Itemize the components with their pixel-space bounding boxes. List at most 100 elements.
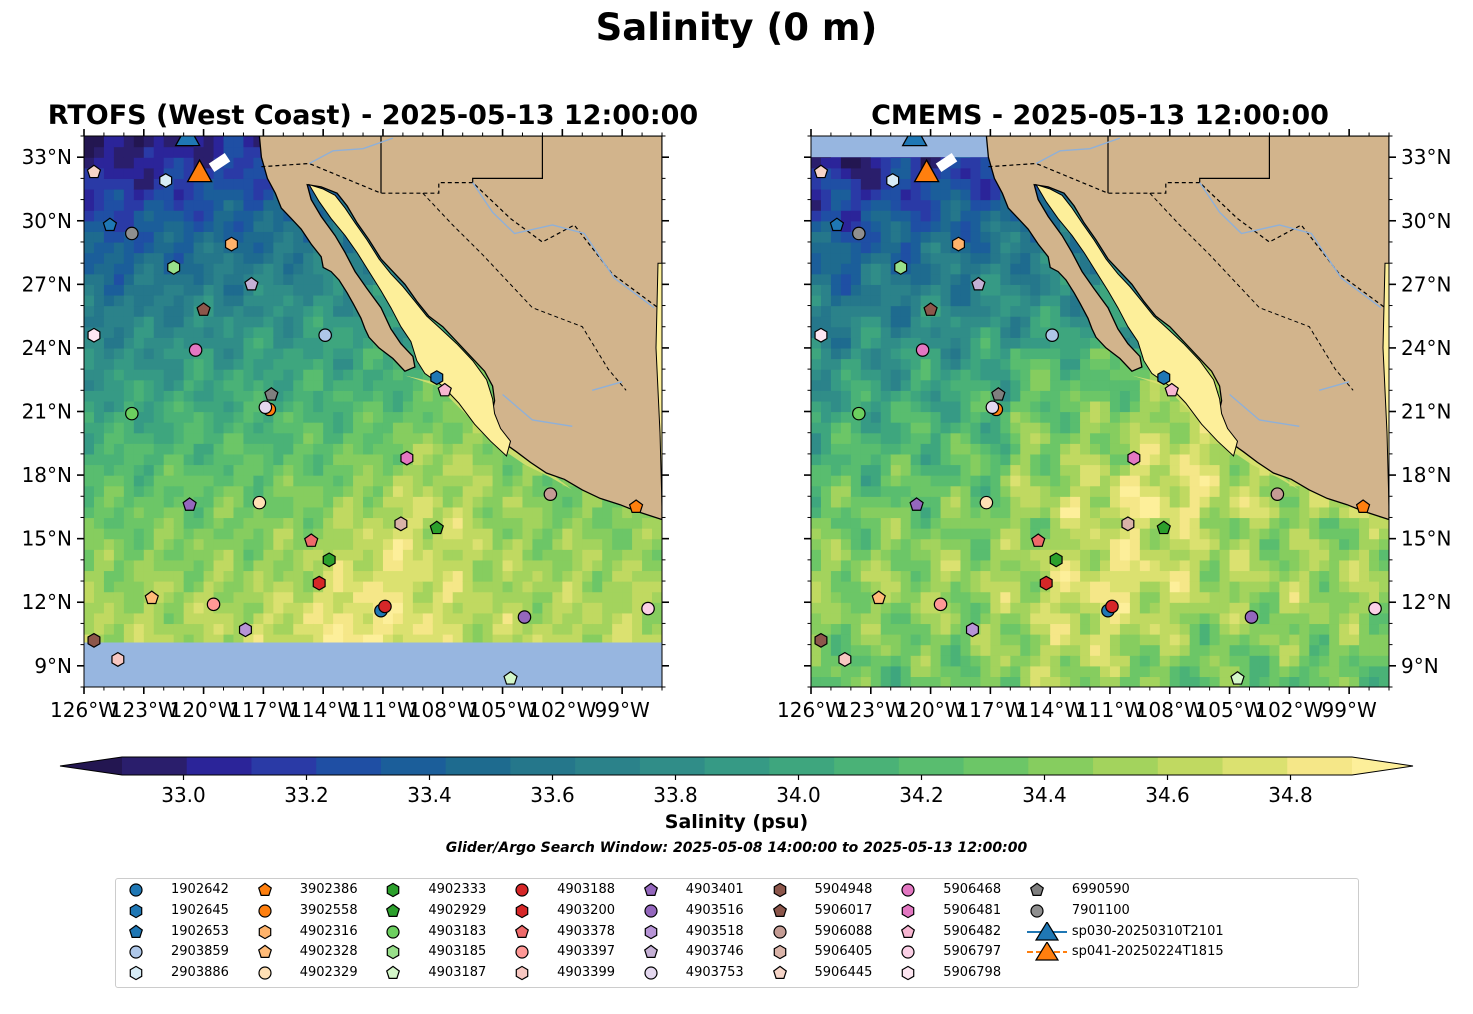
legend-label: sp030-20250310T2101 <box>1071 923 1224 939</box>
float-marker-4903200 <box>1039 575 1053 591</box>
legend-marker <box>129 883 143 897</box>
legend-marker <box>515 945 529 959</box>
colorbar-tick-label: 33.6 <box>530 783 575 807</box>
legend-marker-4902333 <box>387 882 400 898</box>
legend-label: 4903397 <box>557 944 615 960</box>
legend-marker-4903401 <box>643 882 658 896</box>
search-window-caption: Glider/Argo Search Window: 2025-05-08 14… <box>445 840 1028 856</box>
river <box>1229 393 1300 427</box>
legend-label: 4903518 <box>685 923 744 939</box>
float-marker-6990590 <box>991 386 1006 401</box>
colorbar-tick-label: 34.6 <box>1145 783 1190 807</box>
legend-marker <box>257 882 272 896</box>
legend-label: 4903185 <box>428 944 487 960</box>
lon-tick-label: 114°W <box>1016 698 1084 722</box>
colorbar-swatch <box>1157 757 1224 775</box>
float-marker-5906088 <box>1270 487 1285 501</box>
map-plot-rtofs: 126°W123°W120°W117°W114°W111°W108°W105°W… <box>22 129 669 722</box>
colorbar-swatch <box>639 757 706 775</box>
float-marker-4903518 <box>238 622 252 638</box>
glider-marker-sp041-20250224T1815 <box>186 158 213 183</box>
float-marker-4903378 <box>304 533 319 547</box>
legend-label: sp041-20250224T1815 <box>1071 944 1224 960</box>
lon-tick-label: 117°W <box>956 698 1024 722</box>
float-marker-4903183 <box>852 406 866 421</box>
float-marker-5906798 <box>814 327 828 343</box>
legend-marker-1902645 <box>129 903 143 919</box>
land-mexico <box>258 136 662 521</box>
legend-marker <box>643 882 658 896</box>
colorbar-swatch <box>769 757 835 775</box>
legend-label: 5906798 <box>943 965 1002 981</box>
float-markers <box>813 164 1382 685</box>
colorbar-tick-label: 34.0 <box>776 783 821 807</box>
float-marker-4903200 <box>312 575 326 591</box>
border-us-mexico <box>988 162 1386 309</box>
lat-tick-label: 15°N <box>22 527 72 551</box>
gulf-of-california <box>308 183 512 457</box>
legend-marker <box>129 903 143 919</box>
legend-label: 4903753 <box>685 965 744 981</box>
float-marker-4903185 <box>167 259 181 275</box>
legend-label: 7901100 <box>1071 902 1130 918</box>
legend-marker <box>387 945 400 960</box>
legend-marker-4903516 <box>644 904 658 918</box>
colorbar-tick-label: 33.8 <box>653 783 698 807</box>
state-border <box>1199 136 1270 183</box>
float-marker-4903183 <box>125 406 139 421</box>
lon-tick-label: 99°W <box>595 698 650 722</box>
legend-triangle-sp030-20250310T2101 <box>1034 921 1059 941</box>
float-marker-4902316 <box>951 236 965 252</box>
map-title-cmems: CMEMS - 2025-05-13 12:00:00 <box>871 100 1329 131</box>
legend-marker-5906482 <box>901 924 916 938</box>
colorbar-swatch <box>1028 757 1094 775</box>
float-marker-4903516 <box>1244 610 1259 624</box>
float-marker-4903187 <box>1230 670 1245 685</box>
glider-track <box>208 153 231 172</box>
legend-triangle-sp041-20250224T1815 <box>1034 942 1059 961</box>
legend-marker <box>386 965 401 980</box>
float-marker-4903399 <box>838 651 852 667</box>
axis-ticks <box>77 129 669 694</box>
float-marker-4902329 <box>979 495 994 510</box>
float-marker-1902653 <box>102 217 118 232</box>
legend-label: 4903399 <box>557 965 615 981</box>
float-marker-4903187 <box>503 670 518 685</box>
lat-tick-label: 30°N <box>22 209 72 233</box>
legend-marker <box>258 904 272 918</box>
float-marker-5904948 <box>87 632 101 648</box>
colorbar-swatch <box>704 757 770 775</box>
legend-label: 5906481 <box>943 902 1002 918</box>
lat-tick-label: 33°N <box>1401 145 1451 169</box>
river <box>472 182 655 309</box>
legend-marker-5906088 <box>772 924 787 939</box>
river <box>592 381 623 391</box>
colorbar-swatch <box>380 757 447 775</box>
float-marker-5906797 <box>641 601 655 616</box>
colorbar-swatch <box>575 757 641 775</box>
float-marker-4902329 <box>252 495 267 510</box>
float-marker-4903518 <box>965 622 979 638</box>
float-markers <box>86 164 655 685</box>
colorbar-swatch <box>1093 757 1159 775</box>
legend-marker-5906798 <box>901 965 915 981</box>
colorbar-swatch <box>1287 757 1353 775</box>
legend-marker-4902329 <box>258 966 272 980</box>
legend-label: 1902645 <box>171 902 229 918</box>
legend-marker <box>515 883 529 897</box>
legend-label: 4903378 <box>557 923 615 939</box>
land-mexico <box>985 136 1389 521</box>
colorbar-tick-label: 34.8 <box>1268 783 1313 807</box>
float-marker-4903746 <box>971 276 986 291</box>
legend-marker-1902642 <box>129 883 143 897</box>
legend-marker-4903185 <box>387 945 400 960</box>
river <box>502 393 573 427</box>
legend-marker-3902558 <box>258 904 272 918</box>
colorbar-under-arrow <box>60 757 122 775</box>
axis-ticks <box>804 129 1396 694</box>
map-title-rtofs: RTOFS (West Coast) - 2025-05-13 12:00:00 <box>47 100 699 131</box>
legend-label: 4902316 <box>299 923 358 939</box>
nodata-region <box>84 642 662 687</box>
legend-marker-4903397 <box>515 945 529 959</box>
lon-tick-label: 117°W <box>229 698 297 722</box>
